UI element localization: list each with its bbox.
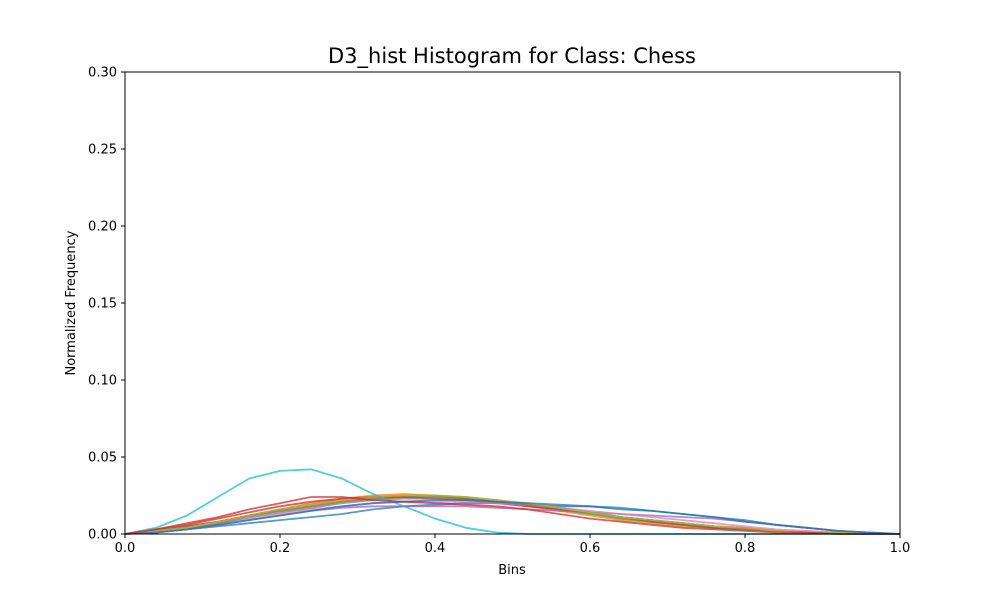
y-tick-label: 0.25 bbox=[88, 143, 117, 158]
y-tick-label: 0.10 bbox=[88, 374, 117, 389]
x-tick-label: 0.6 bbox=[580, 541, 601, 556]
y-tick-label: 0.15 bbox=[88, 297, 117, 312]
x-tick-label: 0.0 bbox=[115, 541, 136, 556]
y-axis-ticks: 0.00 0.05 0.10 0.15 0.20 0.25 0.30 bbox=[88, 66, 125, 543]
x-tick-label: 1.0 bbox=[890, 541, 911, 556]
y-tick-label: 0.00 bbox=[88, 528, 117, 543]
y-tick-label: 0.20 bbox=[88, 220, 117, 235]
y-tick-label: 0.05 bbox=[88, 451, 117, 466]
x-axis-label: Bins bbox=[498, 563, 526, 578]
x-tick-label: 0.4 bbox=[425, 541, 446, 556]
chart-title: D3_hist Histogram for Class: Chess bbox=[328, 44, 696, 69]
series-line-11 bbox=[124, 499, 901, 535]
x-tick-label: 0.8 bbox=[735, 541, 756, 556]
plot-background bbox=[125, 72, 900, 534]
y-tick-label: 0.30 bbox=[88, 66, 117, 81]
x-axis-ticks: 0.0 0.2 0.4 0.6 0.8 1.0 bbox=[115, 534, 911, 556]
series-line-12 bbox=[124, 496, 900, 535]
plot-area bbox=[124, 71, 901, 535]
y-axis-label: Normalized Frequency bbox=[64, 230, 79, 375]
x-tick-label: 0.2 bbox=[270, 541, 291, 556]
